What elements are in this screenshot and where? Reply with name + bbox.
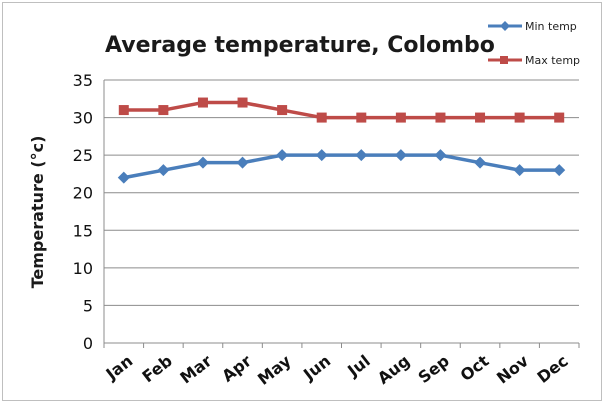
y-tick-label: 35	[73, 71, 93, 90]
x-tick-label: Jun	[299, 351, 334, 384]
max-temp-point	[197, 97, 208, 108]
legend-label: Max temp	[525, 54, 580, 67]
y-tick-label: 20	[73, 184, 93, 203]
chart-frame	[2, 2, 602, 401]
x-tick-label: Feb	[138, 351, 175, 386]
min-temp-point	[513, 164, 526, 177]
y-tick-label: 10	[73, 259, 93, 278]
min-temp-point	[434, 149, 447, 162]
min-temp-point	[157, 164, 170, 177]
x-tick-label: Apr	[218, 351, 255, 386]
max-temp-point	[316, 112, 327, 123]
y-axis-ticks: 0 5 10 15 20 25 30 35	[73, 71, 93, 353]
y-tick-label: 25	[73, 146, 93, 165]
x-tick-label: Aug	[374, 351, 413, 388]
chart-title: Average temperature, Colombo	[105, 33, 495, 58]
min-temp-point	[553, 164, 566, 177]
legend-marker	[500, 21, 510, 31]
min-temp-point	[276, 149, 289, 162]
y-tick-label: 30	[73, 109, 93, 128]
min-temp-point	[236, 156, 249, 169]
y-tick-label: 15	[73, 221, 93, 240]
max-temp-point	[475, 112, 486, 123]
max-temp-point	[118, 105, 129, 116]
min-temp-point	[196, 156, 209, 169]
x-axis-ticks: Jan Feb Mar Apr May Jun Jul Aug Sep Oct Nov Dec	[102, 343, 580, 389]
legend-item: Min temp	[488, 20, 577, 33]
x-tick-label: Jan	[102, 351, 137, 384]
min-temp-point	[315, 149, 328, 162]
max-temp-point	[158, 105, 169, 116]
x-tick-label: Sep	[415, 351, 453, 387]
x-tick-label: Oct	[457, 351, 493, 385]
x-tick-label: May	[254, 351, 295, 389]
max-temp-point	[277, 105, 288, 116]
max-temp-point	[514, 112, 525, 123]
x-tick-label: Dec	[533, 351, 571, 387]
series-0	[117, 149, 566, 184]
y-tick-label: 0	[83, 334, 93, 353]
legend: Min temp Max temp	[488, 20, 580, 67]
y-tick-label: 5	[83, 296, 93, 315]
series-1	[118, 97, 565, 123]
x-tick-label: Jul	[343, 351, 373, 381]
gridlines	[103, 79, 579, 344]
max-temp-point	[237, 97, 248, 108]
y-axis-label: Temperature (°c)	[28, 136, 47, 289]
series-line	[123, 100, 560, 120]
min-temp-point	[117, 171, 130, 184]
max-temp-point	[435, 112, 446, 123]
series-line	[123, 153, 560, 180]
legend-item: Max temp	[488, 54, 580, 67]
x-tick-label: Nov	[493, 351, 533, 388]
x-tick-label: Mar	[176, 351, 215, 387]
min-temp-point	[474, 156, 487, 169]
legend-marker	[500, 56, 508, 64]
max-temp-point	[356, 112, 367, 123]
max-temp-point	[554, 112, 565, 123]
min-temp-point	[394, 149, 407, 162]
max-temp-point	[395, 112, 406, 123]
series-layer	[117, 97, 566, 184]
legend-label: Min temp	[525, 20, 577, 33]
min-temp-point	[355, 149, 368, 162]
